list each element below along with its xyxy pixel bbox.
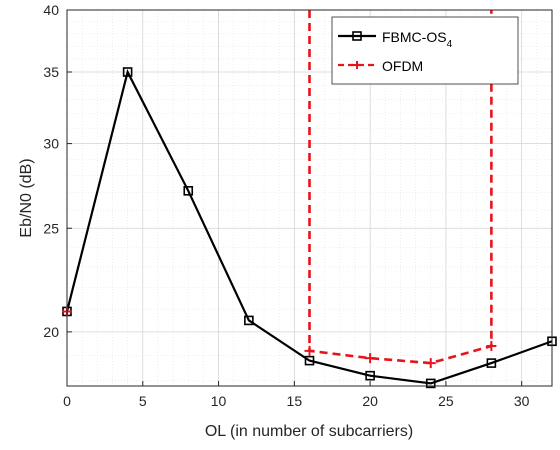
legend-label-ofdm: OFDM	[382, 58, 423, 74]
data-point-fbmc	[304, 355, 315, 366]
data-point-ofdm	[425, 358, 436, 369]
series-line-fbmc	[65, 68, 553, 385]
x-tick-label: 30	[514, 393, 530, 409]
legend-box	[331, 16, 519, 85]
data-point-fbmc	[486, 358, 497, 368]
data-point-fbmc	[425, 378, 436, 389]
x-tick-label: 15	[287, 393, 303, 409]
plot-frame	[66, 9, 553, 387]
series-line-ofdm	[308, 10, 493, 365]
y-tick-label: 35	[43, 64, 59, 80]
legend-marker-fbmc	[352, 31, 362, 41]
legend-label-fbmc-subscript: 4	[447, 39, 453, 50]
ticks: 0 5 10 15 20 25 30 20 25 30 35 40	[43, 2, 529, 409]
y-tick-label: 25	[43, 220, 59, 236]
legend-label-fbmc-main: FBMC-OS	[382, 29, 447, 45]
data-point-ofdm	[486, 341, 497, 352]
legend: FBMC-OS4 OFDM	[331, 16, 519, 85]
legend-label-fbmc: FBMC-OS4	[382, 29, 453, 50]
data-point-fbmc	[365, 370, 375, 381]
x-axis-label: OL (in number of subcarriers)	[205, 423, 413, 440]
data-point-ofdm	[304, 345, 315, 356]
y-tick-label: 20	[43, 324, 59, 340]
y-tick-label: 40	[43, 2, 59, 18]
x-tick-label: 0	[63, 393, 71, 409]
x-tick-label: 25	[438, 393, 454, 409]
x-tick-label: 5	[139, 393, 147, 409]
data-point-fbmc	[122, 67, 133, 77]
data-point-fbmc	[183, 186, 194, 196]
data-point-ofdm	[365, 353, 376, 364]
data-point-fbmc	[244, 315, 254, 326]
y-axis-label: Eb/N0 (dB)	[18, 158, 35, 237]
x-tick-label: 10	[211, 393, 227, 409]
x-tick-label: 20	[362, 393, 378, 409]
legend-marker-ofdm	[353, 61, 361, 69]
y-tick-label: 30	[43, 136, 59, 152]
